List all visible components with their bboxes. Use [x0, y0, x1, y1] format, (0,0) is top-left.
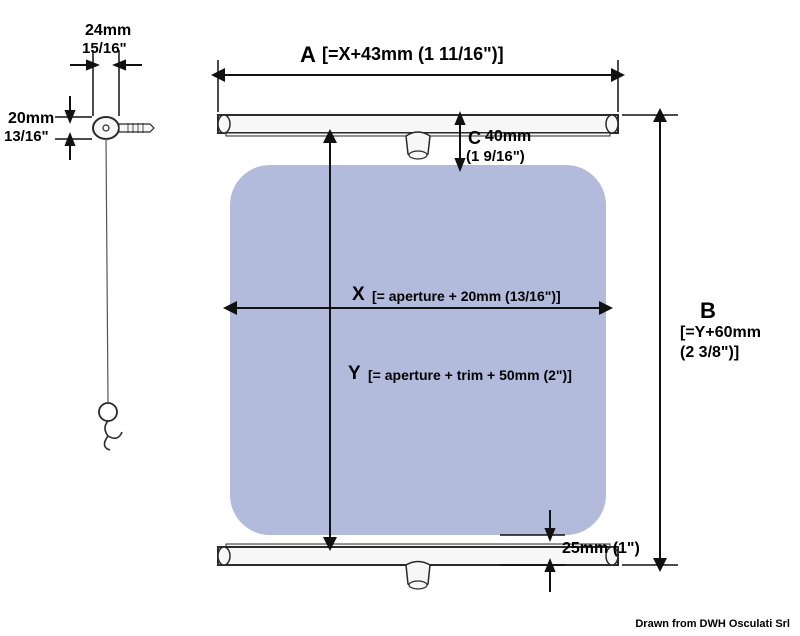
- dimension-A: [218, 60, 618, 112]
- top-knob: [406, 132, 430, 159]
- label-B-letter: B: [700, 298, 716, 324]
- label-Y-expr: [= aperture + trim + 50mm (2")]: [368, 367, 572, 383]
- label-A-expr: [=X+43mm (1 11/16")]: [322, 44, 504, 65]
- label-bottom-gap: 25mm (1"): [562, 540, 640, 558]
- label-bracket-w: 24mm: [85, 22, 131, 40]
- label-X-expr: [= aperture + 20mm (13/16")]: [372, 288, 561, 304]
- footer-credit: Drawn from DWH Osculati Srl: [635, 618, 790, 630]
- screen-area: [230, 165, 606, 535]
- label-bracket-w-in: 15/16": [82, 40, 127, 57]
- dimension-B: [622, 115, 678, 565]
- label-A-letter: A: [300, 42, 316, 68]
- label-C-in: (1 9/16"): [466, 148, 525, 165]
- label-B-expr1: [=Y+60mm: [680, 324, 761, 342]
- label-Y-letter: Y: [348, 363, 361, 385]
- label-X-letter: X: [352, 284, 365, 306]
- label-C-letter: C: [468, 128, 481, 149]
- dimension-bracket-height: [55, 96, 92, 160]
- label-B-expr2: (2 3/8")]: [680, 344, 739, 362]
- label-bracket-h: 20mm: [8, 110, 54, 128]
- bottom-knob: [406, 562, 430, 590]
- label-C-val: 40mm: [485, 128, 531, 146]
- side-bracket: [93, 117, 154, 450]
- label-bracket-h-in: 13/16": [4, 128, 49, 145]
- dimension-bracket-width: [70, 50, 142, 116]
